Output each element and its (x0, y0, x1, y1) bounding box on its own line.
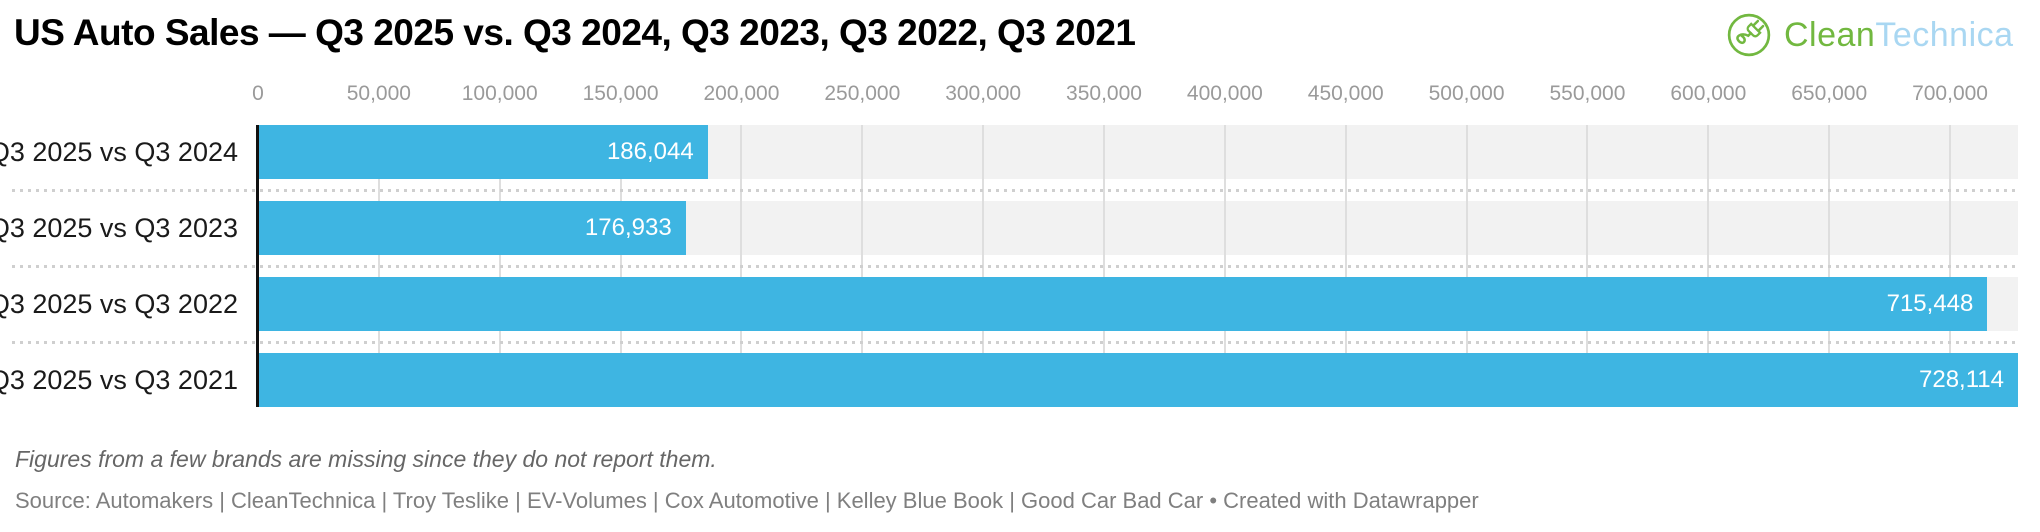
bar[interactable]: 728,114 (258, 353, 2018, 407)
axis-tick-label: 650,000 (1791, 82, 1868, 105)
axis-zero-line (256, 125, 259, 407)
axis-tick-label: 150,000 (582, 82, 659, 105)
plug-in-circle-icon (1726, 12, 1772, 58)
axis-tick-label: 50,000 (346, 82, 411, 105)
axis-tick-label: 300,000 (945, 82, 1022, 105)
axis-tick-label: 400,000 (1186, 82, 1263, 105)
chart-title: US Auto Sales — Q3 2025 vs. Q3 2024, Q3 … (14, 12, 1136, 53)
axis-tick-label: 0 (252, 82, 264, 105)
logo-text-technica: Technica (1875, 15, 2014, 54)
axis-tick-label: 700,000 (1912, 82, 1988, 105)
row-separator (12, 189, 2018, 192)
category-label: Q3 2025 vs Q3 2021 (0, 364, 238, 395)
axis-tick-label: 600,000 (1670, 82, 1747, 105)
bar-value-label: 715,448 (1886, 290, 1974, 317)
axis-tick-label: 350,000 (1066, 82, 1142, 105)
bar-value-label: 186,044 (606, 138, 694, 165)
category-label: Q3 2025 vs Q3 2022 (0, 288, 238, 319)
logo-text-clean: Clean (1784, 15, 1876, 54)
bar-value-label: 728,114 (1919, 366, 2004, 393)
category-label: Q3 2025 vs Q3 2024 (0, 136, 238, 167)
bar-value-label: 176,933 (584, 214, 672, 241)
bar[interactable]: 176,933 (258, 201, 686, 255)
cleantechnica-logo: CleanTechnica (1726, 12, 2014, 58)
row-separator (12, 341, 2018, 344)
axis-tick-label: 250,000 (824, 82, 901, 105)
axis-tick-label: 100,000 (461, 82, 538, 105)
row-separator (12, 265, 2018, 268)
axis-tick-label: 500,000 (1428, 82, 1505, 105)
bar[interactable]: 715,448 (258, 277, 1988, 331)
axis-tick-label: 450,000 (1307, 82, 1384, 105)
axis-tick-label: 550,000 (1549, 82, 1626, 105)
chart-source: Source: Automakers | CleanTechnica | Tro… (15, 488, 1479, 513)
bar[interactable]: 186,044 (258, 125, 708, 179)
logo-wordmark: CleanTechnica (1784, 16, 2014, 55)
chart-footnote: Figures from a few brands are missing si… (15, 446, 717, 472)
category-label: Q3 2025 vs Q3 2023 (0, 212, 238, 243)
axis-tick-label: 200,000 (703, 82, 780, 105)
